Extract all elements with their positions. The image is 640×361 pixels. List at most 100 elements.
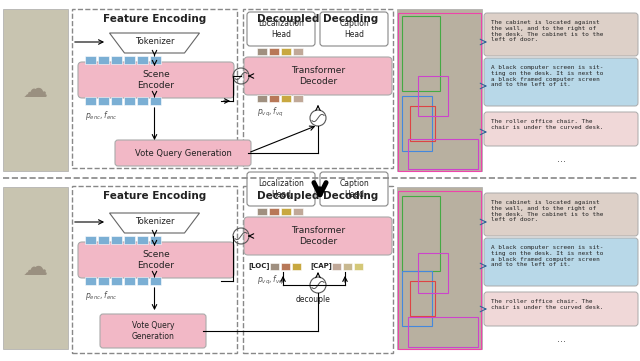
FancyBboxPatch shape <box>100 314 206 348</box>
Text: [LOC]: [LOC] <box>248 262 269 269</box>
Bar <box>269 95 279 101</box>
FancyBboxPatch shape <box>247 12 315 46</box>
Bar <box>124 97 135 105</box>
Bar <box>111 277 122 285</box>
Bar <box>85 97 96 105</box>
Text: Vote Query
Generation: Vote Query Generation <box>132 321 175 341</box>
Bar <box>398 13 481 171</box>
Bar <box>402 271 432 326</box>
Bar <box>410 106 435 141</box>
Text: $p_{vq},f_{vq}$: $p_{vq},f_{vq}$ <box>257 274 284 287</box>
Text: Caption
Head: Caption Head <box>339 179 369 199</box>
Bar <box>137 56 148 64</box>
Bar <box>257 208 267 214</box>
Text: ☁: ☁ <box>22 78 47 102</box>
Bar <box>293 95 303 101</box>
Text: The roller office chair. The
chair is under the curved desk.: The roller office chair. The chair is un… <box>491 299 604 310</box>
Bar <box>408 139 478 169</box>
Bar <box>408 317 478 347</box>
Bar <box>85 56 96 64</box>
Bar <box>402 196 440 271</box>
Bar <box>72 186 237 353</box>
Bar <box>270 262 279 270</box>
Bar <box>397 9 482 171</box>
Bar <box>269 208 279 214</box>
Polygon shape <box>109 213 200 233</box>
Text: Caption
Head: Caption Head <box>339 19 369 39</box>
Text: Tokenizer: Tokenizer <box>135 217 174 226</box>
Bar <box>257 48 267 55</box>
Bar <box>332 262 341 270</box>
FancyBboxPatch shape <box>78 242 234 278</box>
Bar <box>281 48 291 55</box>
Bar <box>85 236 96 244</box>
Text: Transformer
Decoder: Transformer Decoder <box>291 66 345 86</box>
Bar <box>150 277 161 285</box>
Text: [CAP]: [CAP] <box>310 262 332 269</box>
Text: Scene
Encoder: Scene Encoder <box>138 70 175 90</box>
Bar <box>397 187 482 349</box>
FancyBboxPatch shape <box>247 172 315 206</box>
FancyBboxPatch shape <box>484 58 638 106</box>
Bar <box>98 56 109 64</box>
Bar <box>418 76 448 116</box>
Bar <box>111 56 122 64</box>
Bar <box>293 48 303 55</box>
FancyBboxPatch shape <box>320 172 388 206</box>
FancyBboxPatch shape <box>244 217 392 255</box>
Bar <box>85 277 96 285</box>
Text: The cabinet is located against
the wall, and to the right of
the desk. The cabin: The cabinet is located against the wall,… <box>491 20 604 42</box>
Bar <box>124 56 135 64</box>
Bar <box>243 9 393 168</box>
Bar <box>281 262 290 270</box>
Bar <box>111 97 122 105</box>
Text: Feature Encoding: Feature Encoding <box>103 14 206 24</box>
Text: A black computer screen is sit-
ting on the desk. It is next to
a black framed c: A black computer screen is sit- ting on … <box>491 245 604 268</box>
FancyBboxPatch shape <box>78 62 234 98</box>
Bar <box>150 56 161 64</box>
Bar <box>98 97 109 105</box>
Text: ...: ... <box>557 154 566 164</box>
Bar <box>281 208 291 214</box>
Text: The roller office chair. The
chair is under the curved desk.: The roller office chair. The chair is un… <box>491 119 604 130</box>
Text: Feature Encoding: Feature Encoding <box>103 191 206 201</box>
Bar <box>281 95 291 101</box>
Text: A black computer screen is sit-
ting on the desk. It is next to
a black framed c: A black computer screen is sit- ting on … <box>491 65 604 87</box>
Bar <box>124 277 135 285</box>
Bar <box>150 236 161 244</box>
Bar <box>137 236 148 244</box>
Bar <box>137 97 148 105</box>
Bar <box>292 262 301 270</box>
Bar <box>418 253 448 293</box>
Bar <box>257 95 267 101</box>
Bar <box>3 187 68 349</box>
Bar <box>398 191 481 349</box>
Text: ...: ... <box>557 334 566 344</box>
FancyBboxPatch shape <box>484 238 638 286</box>
Bar <box>137 277 148 285</box>
FancyBboxPatch shape <box>244 57 392 95</box>
Bar <box>402 96 432 151</box>
Bar <box>402 16 440 91</box>
Text: Localization
Head: Localization Head <box>258 179 304 199</box>
Text: Decoupled Decoding: Decoupled Decoding <box>257 191 379 201</box>
Bar <box>354 262 363 270</box>
FancyBboxPatch shape <box>484 13 638 56</box>
Text: Decoupled Decoding: Decoupled Decoding <box>257 14 379 24</box>
Text: $p_{enc},f_{enc}$: $p_{enc},f_{enc}$ <box>85 289 118 302</box>
Text: Localization
Head: Localization Head <box>258 19 304 39</box>
Bar <box>98 277 109 285</box>
Bar <box>3 9 68 171</box>
Bar <box>124 236 135 244</box>
Bar <box>72 9 237 168</box>
Text: Vote Query Generation: Vote Query Generation <box>134 148 232 157</box>
Text: Scene
Encoder: Scene Encoder <box>138 250 175 270</box>
Text: Transformer
Decoder: Transformer Decoder <box>291 226 345 246</box>
FancyBboxPatch shape <box>320 12 388 46</box>
Bar <box>111 236 122 244</box>
Text: ☁: ☁ <box>22 256 47 280</box>
Bar <box>269 48 279 55</box>
Bar <box>410 281 435 316</box>
Text: decouple: decouple <box>296 295 330 304</box>
Text: Tokenizer: Tokenizer <box>135 38 174 47</box>
